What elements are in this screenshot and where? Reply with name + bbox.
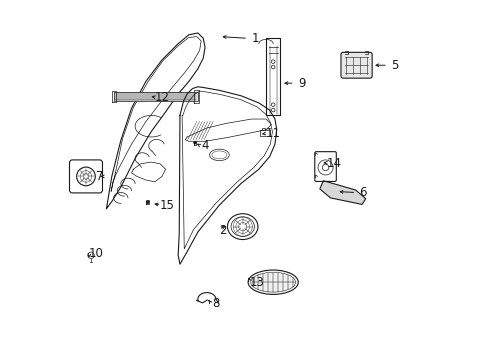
FancyBboxPatch shape [340, 52, 371, 78]
Text: 14: 14 [326, 157, 341, 170]
Text: 4: 4 [201, 139, 208, 152]
Text: 12: 12 [154, 91, 169, 104]
Text: 9: 9 [298, 77, 305, 90]
Text: 13: 13 [249, 276, 264, 289]
Polygon shape [319, 181, 365, 204]
Text: 5: 5 [390, 59, 398, 72]
Polygon shape [113, 92, 198, 101]
Text: 10: 10 [88, 247, 103, 260]
Text: 6: 6 [358, 186, 366, 199]
Text: 8: 8 [212, 297, 219, 310]
Ellipse shape [247, 270, 298, 294]
Text: 1: 1 [251, 32, 259, 45]
Text: 7: 7 [95, 170, 103, 183]
Circle shape [146, 201, 148, 203]
Text: 11: 11 [265, 127, 280, 140]
Circle shape [194, 141, 196, 144]
Text: 2: 2 [219, 224, 226, 237]
Text: 15: 15 [160, 199, 175, 212]
